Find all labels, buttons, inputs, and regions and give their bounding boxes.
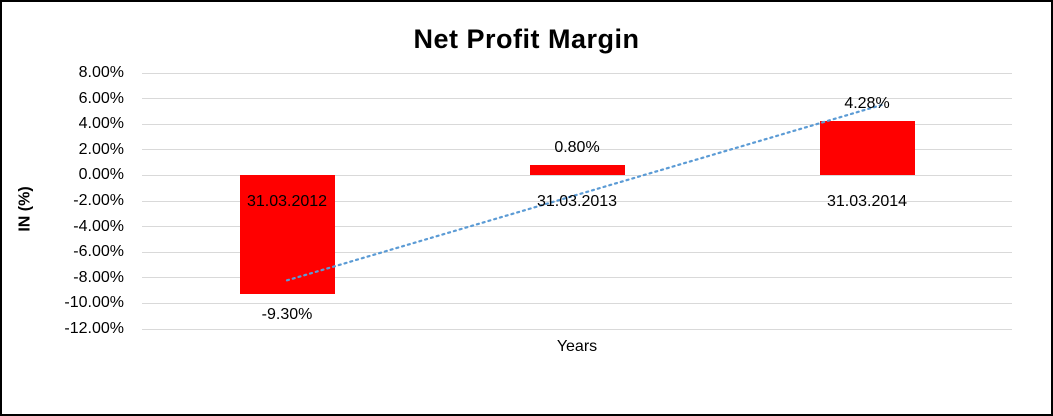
gridline bbox=[142, 328, 1012, 330]
gridline bbox=[142, 149, 1012, 151]
y-tick-label: -4.00% bbox=[73, 217, 124, 235]
gridline bbox=[142, 251, 1012, 253]
trendline bbox=[285, 103, 883, 282]
y-tick-label: -8.00% bbox=[73, 268, 124, 286]
y-tick-label: 2.00% bbox=[78, 140, 124, 158]
bar bbox=[529, 165, 625, 176]
y-tick-label: 4.00% bbox=[78, 115, 124, 133]
gridline bbox=[142, 98, 1012, 100]
gridline bbox=[142, 226, 1012, 228]
y-tick-label: -6.00% bbox=[73, 243, 124, 261]
y-axis-tick-labels: 8.00% 6.00% 4.00% 2.00% 0.00% -2.00% -4.00% -6.… bbox=[2, 2, 134, 414]
y-tick-label: -12.00% bbox=[64, 320, 124, 337]
bar bbox=[819, 120, 915, 176]
chart-title: Net Profit Margin bbox=[413, 24, 640, 54]
plot-area: 31.03.2012 -9.30% 31.03.2013 0.80% 31.03.201… bbox=[142, 72, 1012, 330]
gridline bbox=[142, 277, 1012, 279]
y-tick-label: -2.00% bbox=[73, 192, 124, 209]
gridline bbox=[142, 123, 1012, 125]
bar bbox=[239, 175, 335, 295]
y-tick-label: -10.00% bbox=[64, 294, 124, 312]
gridline bbox=[142, 72, 1012, 74]
y-tick-label: 0.00% bbox=[78, 166, 124, 184]
category-label: 31.03.2014 bbox=[826, 193, 908, 211]
category-label: 31.03.2013 bbox=[536, 193, 618, 211]
x-axis-title: Years bbox=[556, 338, 598, 355]
bar-value-label: 0.80% bbox=[554, 139, 600, 157]
bar-value-label: 4.28% bbox=[844, 94, 890, 112]
category-label: 31.03.2012 bbox=[246, 193, 328, 211]
y-tick-label: 6.00% bbox=[78, 89, 124, 107]
y-tick-label: 8.00% bbox=[78, 64, 124, 81]
gridline bbox=[142, 174, 1012, 176]
gridline bbox=[142, 200, 1012, 202]
gridline bbox=[142, 302, 1012, 304]
bar-value-label: -9.30% bbox=[261, 306, 313, 324]
